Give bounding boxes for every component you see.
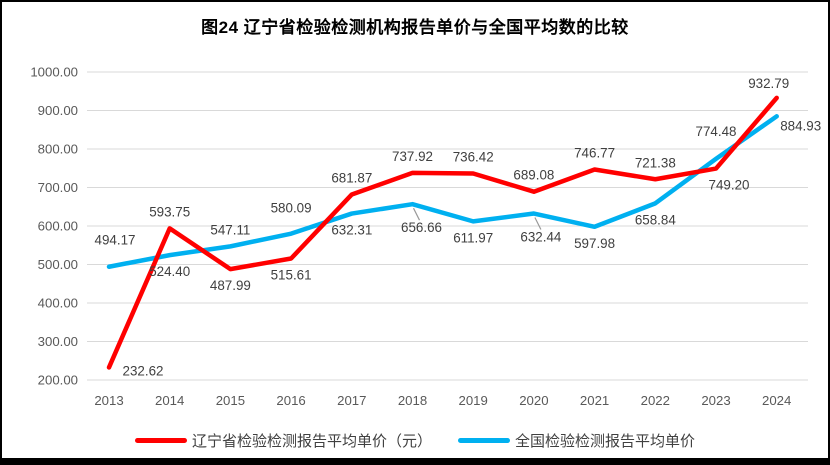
legend-item-liaoning: 辽宁省检验检测报告平均单价（元） — [134, 430, 432, 451]
data-point-label: 632.31 — [331, 223, 372, 238]
data-point-label: 746.77 — [574, 145, 615, 160]
y-axis-tick-label: 700.00 — [38, 180, 78, 195]
data-point-label: 932.79 — [748, 76, 789, 91]
x-axis-tick-label: 2018 — [398, 393, 427, 408]
y-axis-tick-label: 1000.00 — [30, 65, 78, 80]
x-axis-tick-label: 2022 — [641, 393, 670, 408]
x-axis-tick-label: 2016 — [276, 393, 305, 408]
x-axis-tick-label: 2014 — [155, 393, 184, 408]
data-point-label: 749.20 — [709, 178, 750, 193]
data-point-label: 658.84 — [635, 212, 677, 227]
y-axis-tick-label: 500.00 — [38, 257, 78, 272]
chart-title: 图24 辽宁省检验检测机构报告单价与全国平均数的比较 — [201, 18, 629, 37]
data-point-label: 487.99 — [210, 278, 251, 293]
legend-item-national: 全国检验检测报告平均单价 — [458, 430, 695, 451]
y-axis-tick-label: 600.00 — [38, 219, 78, 234]
y-axis-tick-label: 400.00 — [38, 296, 78, 311]
series-line-liaoning — [106, 95, 779, 370]
data-point-label: 611.97 — [453, 230, 493, 245]
data-point-label: 774.48 — [696, 124, 737, 139]
data-point-label: 494.17 — [95, 233, 136, 248]
x-axis-tick-label: 2020 — [519, 393, 548, 408]
data-point-label: 524.40 — [149, 264, 190, 279]
data-label-leader-line — [534, 217, 542, 230]
x-axis-tick-label: 2019 — [459, 393, 488, 408]
data-point-label: 689.08 — [513, 168, 554, 183]
data-point-label: 593.75 — [149, 204, 190, 219]
data-point-label: 736.42 — [453, 149, 494, 164]
data-point-label: 580.09 — [271, 201, 312, 216]
y-axis-tick-label: 200.00 — [38, 373, 78, 388]
legend-swatch-national-line — [458, 437, 510, 443]
x-axis-tick-label: 2021 — [580, 393, 609, 408]
legend-label-liaoning: 辽宁省检验检测报告平均单价（元） — [191, 432, 432, 450]
x-axis-tick-label: 2017 — [337, 393, 366, 408]
data-point-label: 597.98 — [574, 236, 615, 251]
y-axis-tick-label: 900.00 — [38, 103, 78, 118]
data-point-label: 737.92 — [392, 149, 433, 164]
x-axis-tick-label: 2023 — [701, 393, 730, 408]
chart-legend: 辽宁省检验检测报告平均单价（元） 全国检验检测报告平均单价 — [2, 429, 828, 451]
x-axis-tick-label: 2024 — [762, 393, 791, 408]
data-point-label: 656.66 — [401, 220, 442, 235]
legend-swatch-liaoning-line — [134, 437, 187, 443]
data-point-label: 884.93 — [780, 118, 821, 133]
series-line-national — [106, 114, 779, 269]
data-point-label: 547.11 — [210, 222, 250, 237]
x-axis-tick-label: 2015 — [216, 393, 245, 408]
data-point-label: 515.61 — [271, 267, 312, 282]
data-point-label: 721.38 — [635, 155, 676, 170]
x-axis-tick-label: 2013 — [94, 393, 123, 408]
y-axis-tick-label: 800.00 — [38, 142, 78, 157]
data-point-label: 232.62 — [123, 363, 164, 378]
data-point-label: 632.44 — [520, 230, 562, 245]
data-point-label: 681.87 — [331, 170, 372, 185]
y-axis-tick-label: 300.00 — [38, 334, 78, 349]
legend-label-national: 全国检验检测报告平均单价 — [515, 432, 696, 450]
data-label-leader-line — [412, 207, 421, 221]
